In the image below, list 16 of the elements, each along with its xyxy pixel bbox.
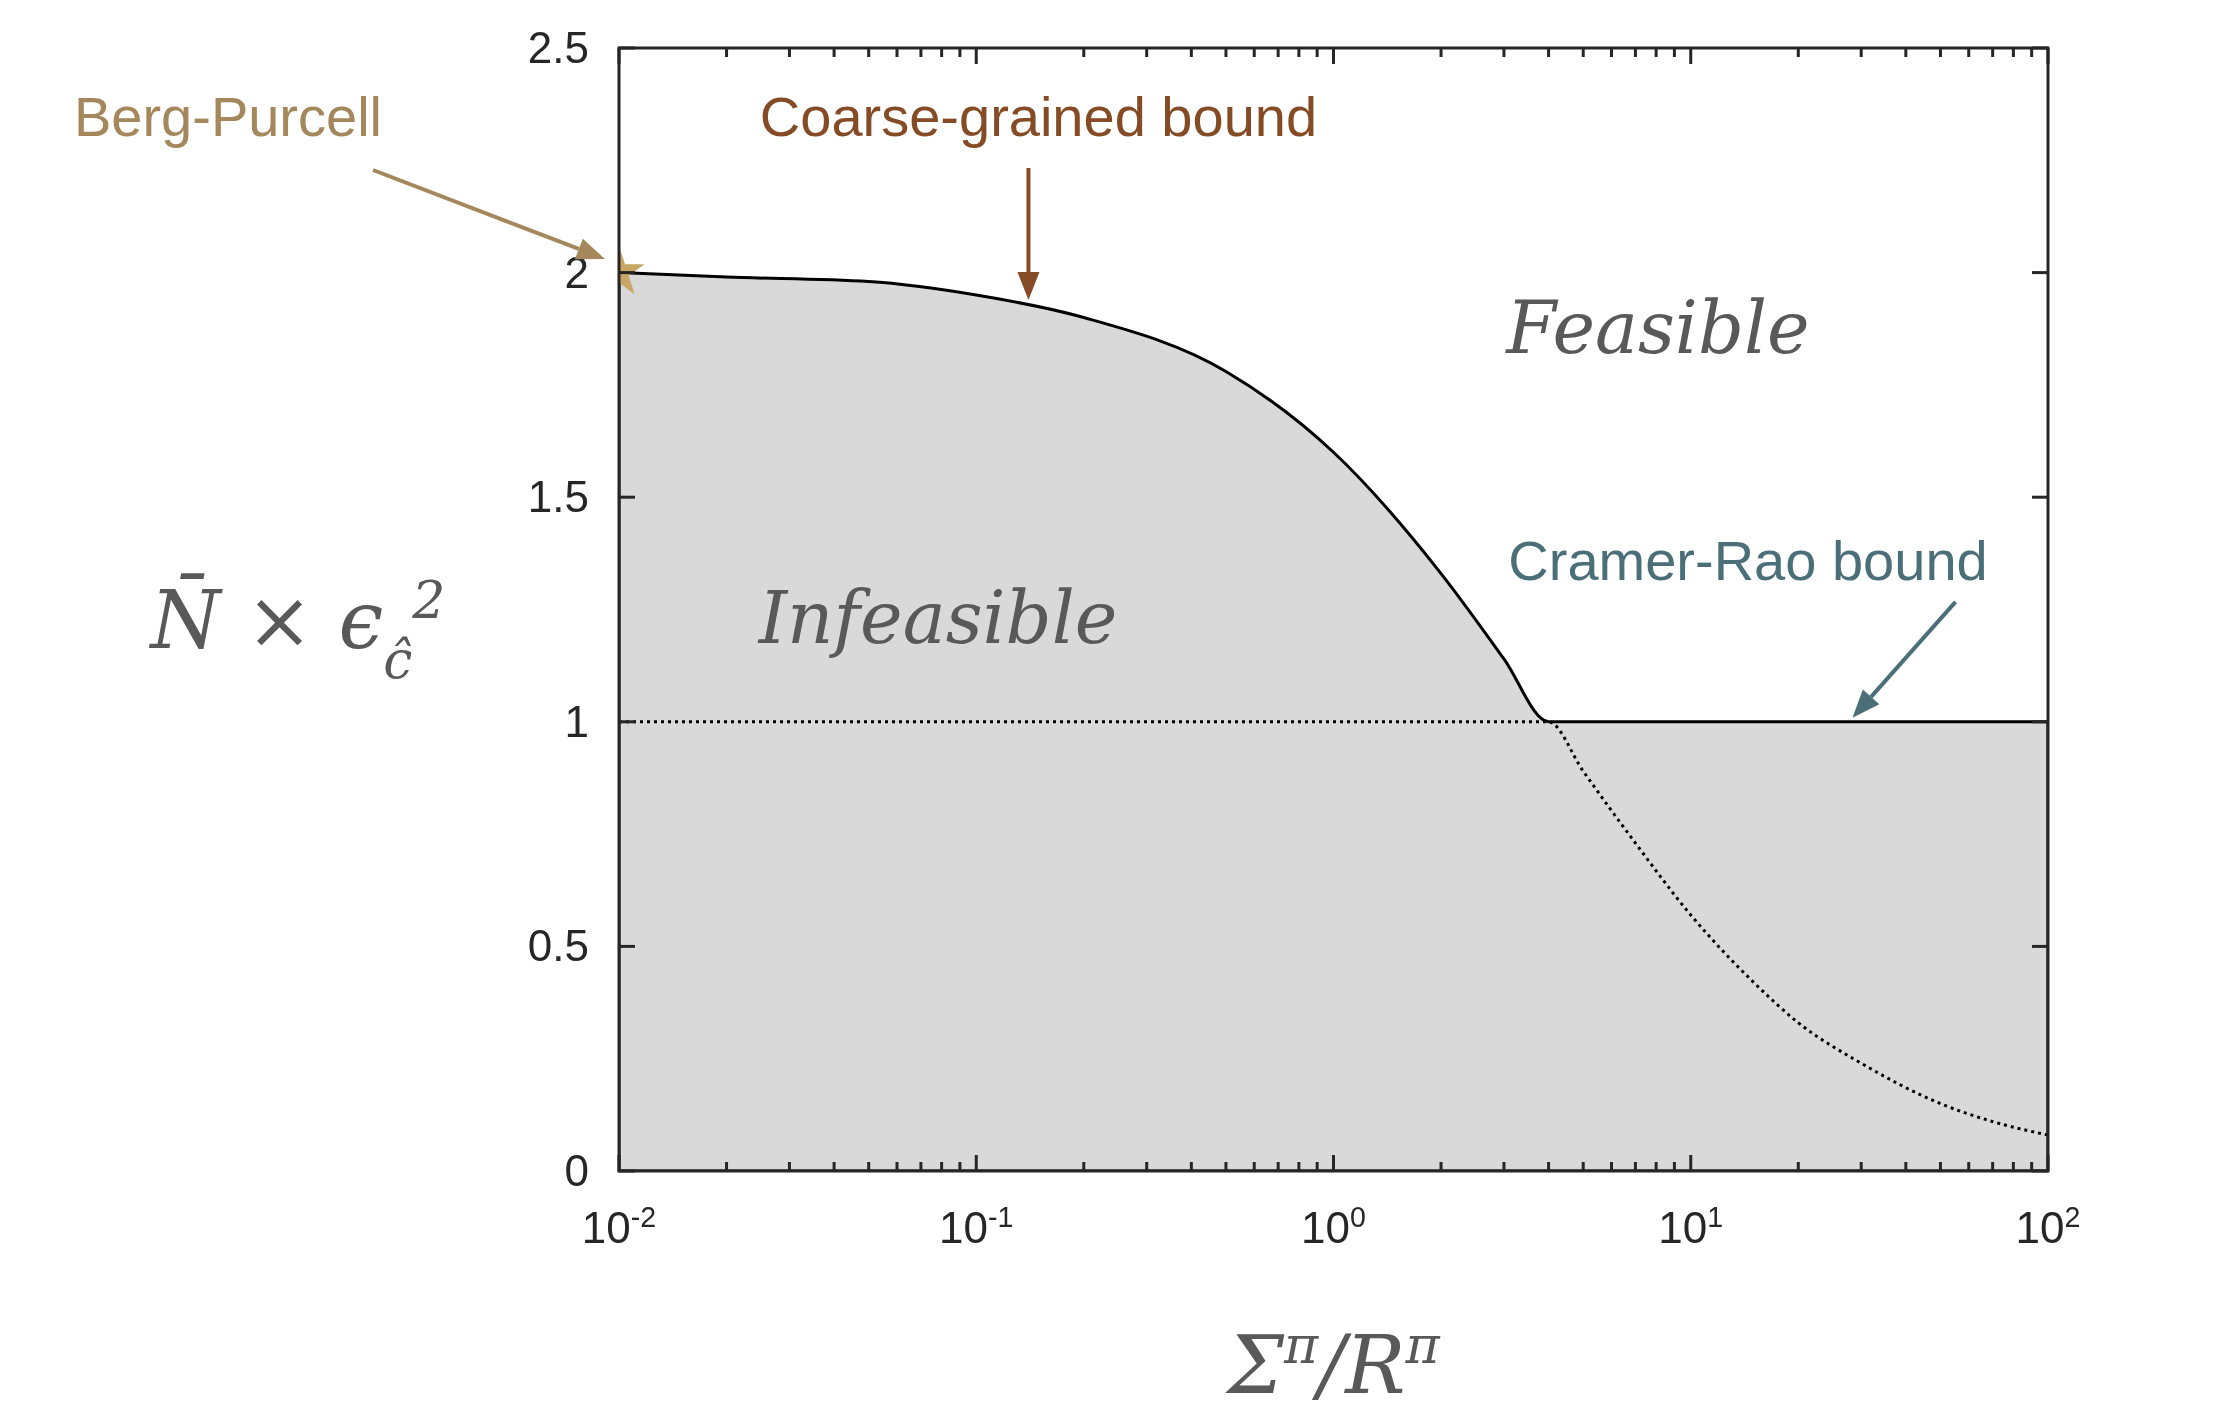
y-tick-label: 0 — [564, 1146, 589, 1195]
annotation: Cramer-Rao bound — [1508, 529, 1988, 592]
y-tick-label: 0.5 — [527, 921, 589, 971]
x-tick-label: 10$^{-2}$ — [581, 1201, 657, 1252]
y-tick-label: 1.5 — [527, 472, 589, 522]
x-tick-label: 10$^{1}$ — [1658, 1201, 1724, 1252]
annotation: Feasible — [1504, 286, 1810, 370]
x-axis-title: Σ$^{π}$/R$^{π}$ — [1224, 1315, 1441, 1404]
x-tick-label: 10$^{2}$ — [2015, 1201, 2081, 1252]
x-tick-label: 10$^{-1}$ — [939, 1201, 1014, 1252]
annotation: Infeasible — [756, 576, 1118, 660]
y-tick-label: 2.5 — [527, 23, 589, 72]
annotation: Coarse-grained bound — [759, 85, 1318, 148]
y-tick-label: 1 — [564, 696, 589, 746]
x-tick-label: 10$^{0}$ — [1301, 1201, 1366, 1252]
text: Berg-Purcell — [73, 85, 383, 148]
